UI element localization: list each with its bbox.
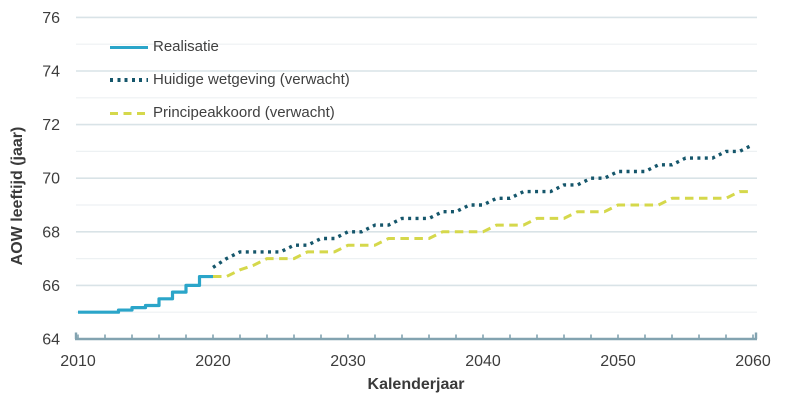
legend-label: Huidige wetgeving (verwacht) [153,71,350,88]
y-tick-label-76: 76 [42,10,60,27]
legend-item-principeakkoord: Principeakkoord (verwacht) [110,102,350,124]
x-tick-label-2030: 2030 [330,353,366,370]
series-line-principeakkoord [213,190,753,279]
y-tick-label-68: 68 [42,224,60,241]
dotted-line-swatch-icon [110,78,148,82]
solid-line-swatch-icon [110,45,148,49]
legend-item-realisatie: Realisatie [110,36,350,58]
x-tick-label-2040: 2040 [465,353,501,370]
x-tick-label-2060: 2060 [735,353,771,370]
y-tick-label-72: 72 [42,117,60,134]
y-tick-label-64: 64 [42,332,60,349]
series-line-huidige-wetgeving [212,143,754,269]
y-tick-label-74: 74 [42,64,60,81]
y-tick-label-66: 66 [42,278,60,295]
x-tick-label-2010: 2010 [60,353,96,370]
x-tick-label-2020: 2020 [195,353,231,370]
legend-label: Principeakkoord (verwacht) [153,104,335,121]
dashed-line-swatch-icon [110,111,148,115]
legend-label: Realisatie [153,38,219,55]
y-axis-title: AOW leeftijd (jaar) [9,126,26,266]
x-axis-title: Kalenderjaar [367,376,465,393]
legend: Realisatie Huidige wetgeving (verwacht) … [110,36,350,135]
series-line-realisatie [78,274,213,314]
legend-item-huidige-wetgeving: Huidige wetgeving (verwacht) [110,69,350,91]
x-tick-label-2050: 2050 [600,353,636,370]
y-tick-label-70: 70 [42,171,60,188]
